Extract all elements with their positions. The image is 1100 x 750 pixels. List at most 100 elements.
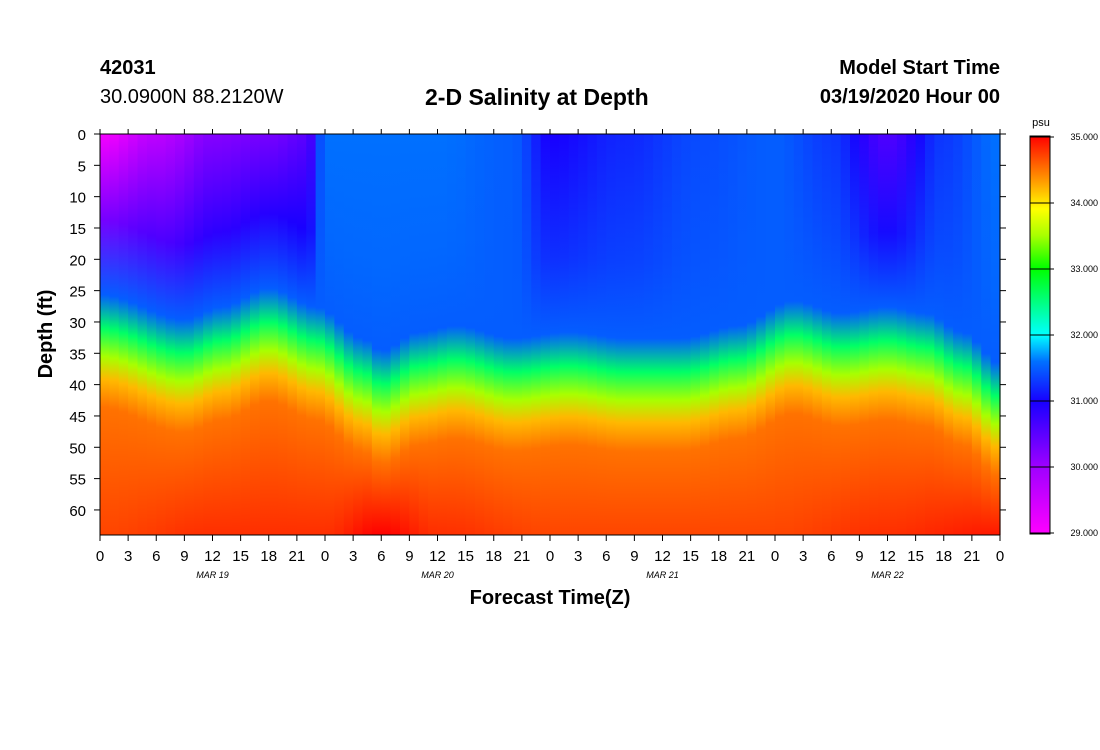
- heatmap-column: [662, 134, 673, 535]
- heatmap-column: [606, 134, 617, 535]
- heatmap-column: [625, 134, 635, 535]
- x-tick-label: 15: [682, 548, 699, 565]
- station-id: 42031: [100, 57, 156, 79]
- heatmap-column: [259, 134, 270, 535]
- colorbar: psu 35.000 34.000 33.000 32.000 31.000 30.000…: [1029, 117, 1098, 538]
- heatmap-column: [118, 134, 129, 535]
- heatmap-column: [803, 134, 814, 535]
- heatmap-column: [371, 134, 382, 535]
- heatmap-column: [353, 134, 364, 535]
- heatmap-column: [484, 134, 495, 535]
- heatmap-column: [831, 134, 842, 535]
- heatmap-column: [400, 134, 410, 535]
- colorbar-tick-label: 34.000: [1070, 198, 1098, 208]
- heatmap-column: [681, 134, 692, 535]
- heatmap-column: [278, 134, 289, 535]
- heatmap-column: [221, 134, 232, 535]
- x-tick-label: 18: [260, 548, 277, 565]
- heatmap-column: [446, 134, 457, 535]
- x-axis: 0 3 6 9 12 15 18 21 0 3 6 9 12 15 18 21 0 3 6 9 12 15 18 21 0 3 6 9…: [96, 129, 1004, 580]
- heatmap-column: [268, 134, 279, 535]
- y-tick-label: 25: [69, 284, 86, 301]
- x-tick-label: 6: [827, 548, 835, 565]
- chart-title: 2-D Salinity at Depth: [425, 84, 649, 110]
- y-tick-label: 10: [69, 190, 86, 207]
- x-tick-label: 0: [321, 548, 329, 565]
- y-axis-label: Depth (ft): [35, 290, 57, 379]
- heatmap-column: [784, 134, 795, 535]
- heatmap-column: [240, 134, 251, 535]
- heatmap-column: [615, 134, 626, 535]
- colorbar-units: psu: [1032, 117, 1050, 129]
- y-axis: 0 5 10 15 20 25 30 35 40 45 50 55 60: [69, 127, 1006, 520]
- heatmap-column: [943, 134, 954, 535]
- heatmap-column: [690, 134, 701, 535]
- heatmap-column: [653, 134, 664, 535]
- heatmap-column: [409, 134, 420, 535]
- heatmap-column: [287, 134, 298, 535]
- heatmap-column: [559, 134, 570, 535]
- x-tick-label: 21: [289, 548, 306, 565]
- heatmap-column: [212, 134, 223, 535]
- x-date-label: MAR 22: [871, 570, 904, 580]
- heatmap-column: [540, 134, 551, 535]
- heatmap-column: [521, 134, 532, 535]
- x-tick-label: 3: [349, 548, 357, 565]
- heatmap-column: [887, 134, 898, 535]
- x-tick-label: 0: [996, 548, 1004, 565]
- x-date-label: MAR 21: [646, 570, 679, 580]
- heatmap-column: [925, 134, 935, 535]
- heatmap-column: [503, 134, 514, 535]
- heatmap-column: [231, 134, 242, 535]
- heatmap-column: [381, 134, 392, 535]
- heatmap-column: [203, 134, 214, 535]
- heatmap-column: [343, 134, 354, 535]
- x-tick-label: 12: [429, 548, 446, 565]
- station-location: 30.0900N 88.2120W: [100, 86, 284, 108]
- heatmap-column: [634, 134, 645, 535]
- heatmap-column: [840, 134, 851, 535]
- heatmap-column: [362, 134, 373, 535]
- model-start-value: 03/19/2020 Hour 00: [819, 86, 1000, 108]
- heatmap-column: [390, 134, 401, 535]
- x-date-label: MAR 20: [421, 570, 454, 580]
- heatmap-column: [418, 134, 429, 535]
- heatmap: [100, 134, 1001, 535]
- x-tick-label: 18: [485, 548, 502, 565]
- heatmap-column: [709, 134, 720, 535]
- heatmap-column: [325, 134, 335, 535]
- heatmap-column: [587, 134, 598, 535]
- heatmap-column: [821, 134, 832, 535]
- heatmap-column: [146, 134, 157, 535]
- x-tick-label: 9: [630, 548, 638, 565]
- heatmap-column: [250, 134, 260, 535]
- heatmap-column: [934, 134, 945, 535]
- heatmap-column: [493, 134, 504, 535]
- colorbar-tick-label: 35.000: [1070, 132, 1098, 142]
- heatmap-column: [746, 134, 757, 535]
- heatmap-column: [596, 134, 607, 535]
- x-tick-label: 18: [710, 548, 727, 565]
- y-tick-label: 5: [78, 158, 86, 175]
- colorbar-tick-label: 29.000: [1070, 528, 1098, 538]
- x-tick-label: 12: [879, 548, 896, 565]
- y-tick-label: 55: [69, 472, 86, 489]
- x-tick-label: 3: [124, 548, 132, 565]
- heatmap-column: [175, 134, 185, 535]
- heatmap-column: [156, 134, 167, 535]
- y-tick-label: 20: [69, 252, 86, 269]
- heatmap-column: [868, 134, 879, 535]
- heatmap-column: [437, 134, 448, 535]
- x-tick-label: 9: [855, 548, 863, 565]
- heatmap-column: [812, 134, 823, 535]
- y-tick-label: 60: [69, 503, 86, 520]
- x-tick-label: 9: [180, 548, 188, 565]
- x-tick-label: 15: [232, 548, 249, 565]
- colorbar-tick-label: 30.000: [1070, 462, 1098, 472]
- heatmap-column: [531, 134, 542, 535]
- heatmap-column: [428, 134, 439, 535]
- x-tick-label: 0: [771, 548, 779, 565]
- heatmap-column: [137, 134, 148, 535]
- x-tick-label: 15: [907, 548, 924, 565]
